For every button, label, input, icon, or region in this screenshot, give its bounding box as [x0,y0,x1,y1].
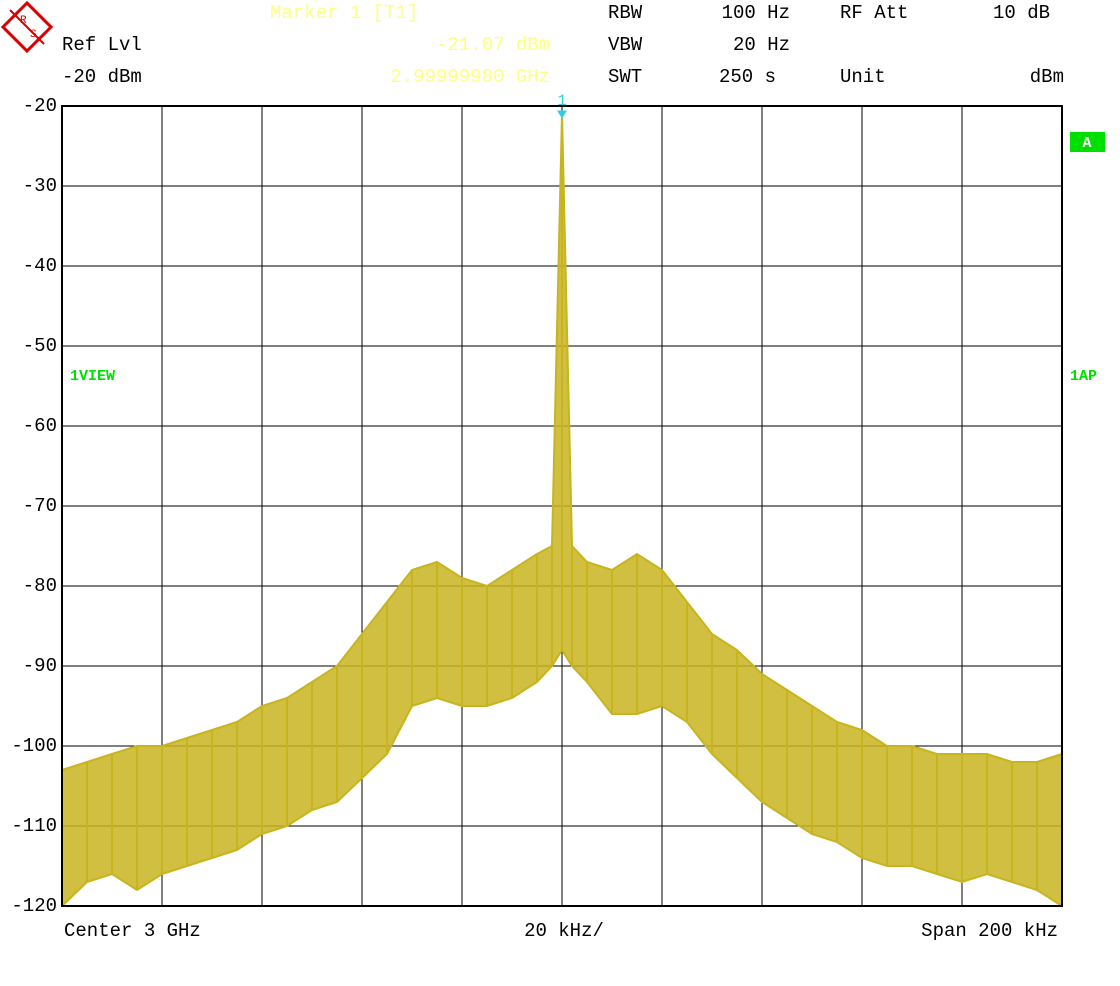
y-tick-label: -30 [23,175,57,197]
y-tick-label: -50 [23,335,57,357]
marker [557,110,567,119]
y-tick-label: -120 [11,895,57,917]
rf-att: 10 dB [993,2,1050,24]
unit: dBm [1030,66,1064,88]
y-tick-label: -110 [11,815,57,837]
y-tick-label: -20 [23,95,57,117]
marker-freq: 2.99999980 GHz [390,66,550,88]
y-tick-label: -60 [23,415,57,437]
rbw: 100 Hz [722,2,790,24]
rbw-label: RBW [608,2,643,24]
input: A [1082,135,1091,152]
vbw: 20 Hz [733,34,790,56]
span: Span 200 kHz [921,920,1058,942]
per-div: 20 kHz/ [524,920,604,942]
unit-label: Unit [840,66,886,88]
marker-title: Marker 1 [T1] [270,2,418,24]
marker-level: -21.07 dBm [436,34,550,56]
trace-mode: 1VIEW [70,368,115,385]
rf-att-label: RF Att [840,2,908,24]
plot: -20 -30 -40 -50 -60 -70 -80 -90 -100 -110 -120 1 [11,92,1063,917]
ref-lvl-label: Ref Lvl [62,34,142,56]
trace-1 [61,648,1063,907]
ref-lvl: -20 dBm [62,66,142,88]
center-freq: Center 3 GHz [64,920,201,942]
plot-frame [61,105,1063,907]
rs-logo: R S [0,0,54,54]
logo-s: S [30,29,37,41]
y-tick-label: -100 [11,735,57,757]
swt-label: SWT [608,66,642,88]
y-tick-label: -40 [23,255,57,277]
logo-r: R [20,15,27,27]
input-badge [1070,132,1105,152]
y-tick-label: -70 [23,495,57,517]
y-tick-label: -80 [23,575,57,597]
swt: 250 s [719,66,776,88]
marker-label: 1 [557,92,567,110]
detector: 1AP [1070,368,1097,385]
vbw-label: VBW [608,34,643,56]
y-tick-label: -90 [23,655,57,677]
